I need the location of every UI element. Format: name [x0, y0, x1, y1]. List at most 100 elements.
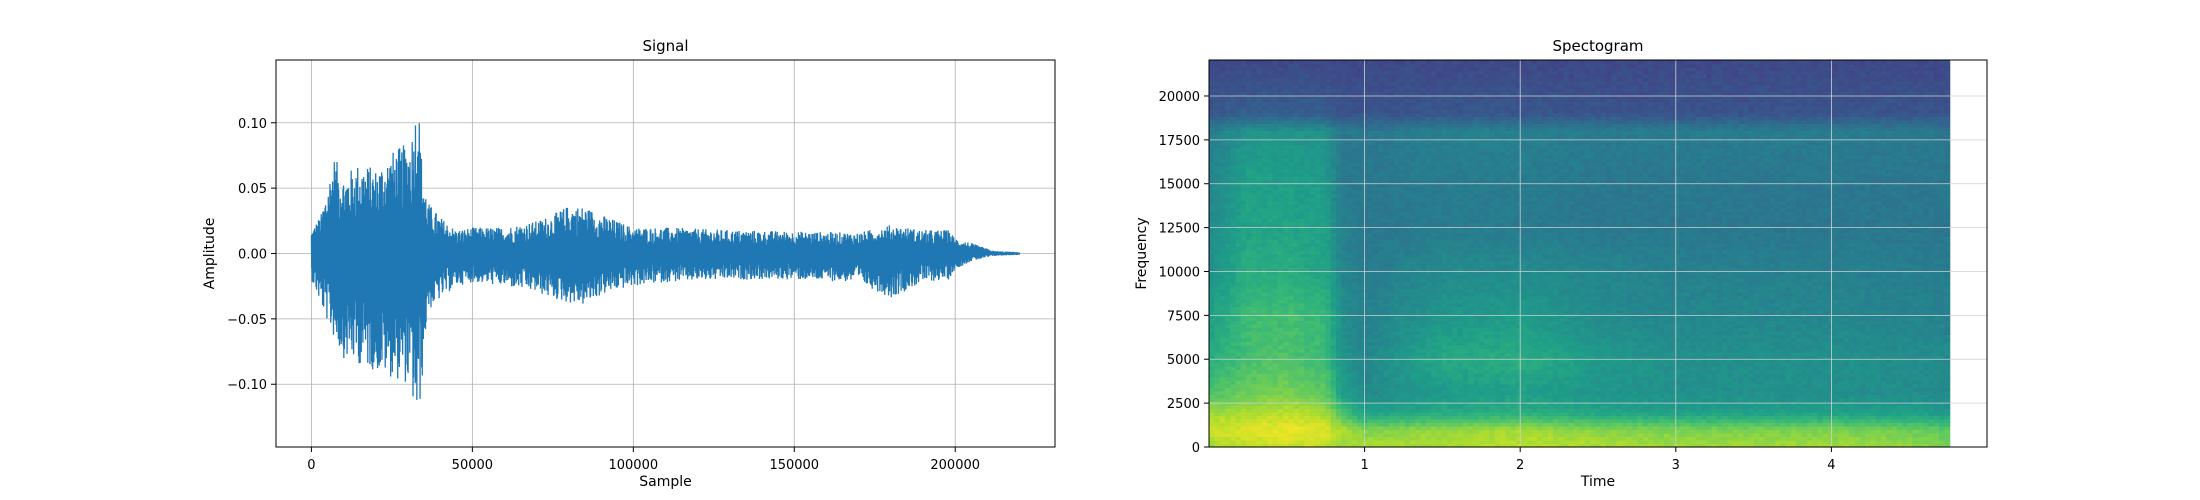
spectrogram-cell [1320, 95, 1326, 100]
spectrogram-cell [1256, 257, 1263, 262]
spectrogram-cell [1267, 183, 1274, 188]
spectrogram-cell [1415, 397, 1422, 402]
spectrogram-cell [1415, 309, 1422, 314]
spectrogram-cell [1394, 306, 1401, 311]
spectrogram-cell [1277, 267, 1284, 272]
spectrogram-cell [1404, 84, 1411, 89]
spectrogram-cell [1388, 193, 1395, 198]
spectrogram-cell [1420, 144, 1427, 149]
spectrogram-cell [1298, 337, 1305, 343]
spectrogram-cell [1431, 295, 1438, 300]
spectrogram-cell [1357, 323, 1364, 328]
spectrogram-cell [1357, 404, 1364, 409]
spectrogram-cell [1346, 102, 1353, 107]
spectrogram-cell [1288, 316, 1295, 321]
spectrogram-cell [1357, 214, 1364, 219]
spectrogram-cell [1367, 109, 1374, 114]
spectrogram-cell [1373, 249, 1379, 255]
spectrogram-cell [1235, 387, 1242, 392]
spectrogram-cell [1272, 63, 1279, 68]
spectrogram-cell [1404, 257, 1411, 262]
spectrogram-cell [1235, 285, 1242, 290]
spectrogram-cell [1219, 84, 1226, 89]
spectrogram-cell [1436, 105, 1443, 110]
spectrogram-cell [1378, 323, 1385, 328]
spectrogram-cell [1304, 425, 1311, 431]
spectrogram-cell [1288, 295, 1295, 300]
spectrogram-cell [1373, 197, 1379, 202]
spectrogram-cell [1346, 320, 1353, 325]
spectrogram-cell [1261, 439, 1268, 445]
spectrogram-cell [1330, 186, 1337, 191]
spectrogram-cell [1235, 323, 1242, 328]
spectrogram-cell [1235, 158, 1242, 163]
spectrogram-cell [1394, 436, 1401, 441]
spectrogram-cell [1415, 186, 1422, 191]
spectrogram-cell [1378, 242, 1385, 248]
spectrogram-cell [1314, 123, 1321, 128]
spectrogram-cell [1272, 165, 1279, 170]
spectrogram-cell [1330, 380, 1337, 385]
spectrogram-cell [1415, 404, 1422, 409]
spectrogram-cell [1240, 348, 1247, 353]
spectrogram-cell [1394, 429, 1401, 434]
spectrogram-cell [1362, 323, 1369, 328]
spectrogram-cell [1314, 316, 1321, 321]
spectrogram-cell [1378, 214, 1385, 219]
spectrogram-cell [1335, 344, 1342, 350]
spectrogram-cell [1298, 323, 1305, 328]
spectrogram-cell [1357, 123, 1364, 128]
spectrogram-cell [1219, 429, 1226, 434]
spectrogram-cell [1304, 239, 1311, 244]
spectrogram-cell [1431, 123, 1438, 128]
spectrogram-cell [1325, 362, 1332, 367]
spectrogram-cell [1219, 211, 1226, 216]
spectrogram-cell [1261, 295, 1268, 300]
spectrogram-cell [1320, 373, 1326, 378]
spectrogram-cell [1251, 366, 1258, 371]
spectrogram-cell [1357, 422, 1364, 427]
spectrogram-cell [1335, 404, 1342, 409]
spectrogram-cell [1298, 172, 1305, 177]
spectrogram-cell [1415, 387, 1422, 392]
spectrogram-cell [1256, 264, 1263, 269]
spectrogram-cell [1283, 376, 1289, 381]
spectrogram-cell [1431, 302, 1438, 307]
spectrogram-cell [1362, 70, 1369, 75]
spectrogram-cell [1230, 359, 1237, 364]
spectrogram-cell [1378, 366, 1385, 371]
spectrogram-cell [1246, 330, 1252, 336]
spectrogram-cell [1320, 211, 1326, 216]
spectrogram-cell [1330, 169, 1337, 174]
spectrogram-cell [1293, 299, 1300, 304]
spectrogram-cell [1410, 116, 1416, 121]
spectrogram-cell [1378, 425, 1385, 431]
spectrogram-cell [1425, 112, 1432, 117]
spectrogram-cell [1415, 376, 1422, 381]
spectrogram-cell [1235, 278, 1242, 283]
spectrogram-cell [1362, 309, 1369, 314]
spectrogram-cell [1362, 74, 1369, 79]
spectrogram-cell [1410, 309, 1416, 314]
spectrogram-cell [1420, 207, 1427, 212]
spectrogram-cell [1373, 260, 1379, 265]
signal-xtick-label: 150000 [769, 458, 819, 473]
spectrogram-cell [1351, 81, 1358, 86]
spectrogram-cell [1246, 274, 1252, 279]
spectrogram-cell [1415, 109, 1422, 114]
spectrogram-cell [1335, 425, 1342, 431]
spectrogram-cell [1235, 267, 1242, 272]
spectrogram-cell [1383, 295, 1390, 300]
spectrogram-cell [1288, 443, 1295, 448]
spectrogram-cell [1388, 397, 1395, 402]
spectrogram-cell [1425, 341, 1432, 346]
spectrogram-cell [1235, 169, 1242, 174]
spectrogram-cell [1256, 271, 1263, 276]
spectrogram-cell [1388, 439, 1395, 445]
spectrogram-cell [1425, 267, 1432, 272]
spectrogram-cell [1357, 337, 1364, 343]
spectrogram-cell [1357, 292, 1364, 297]
spectrogram-cell [1394, 228, 1401, 233]
spectrogram-cell [1267, 429, 1274, 434]
spectrogram-cell [1240, 334, 1247, 339]
